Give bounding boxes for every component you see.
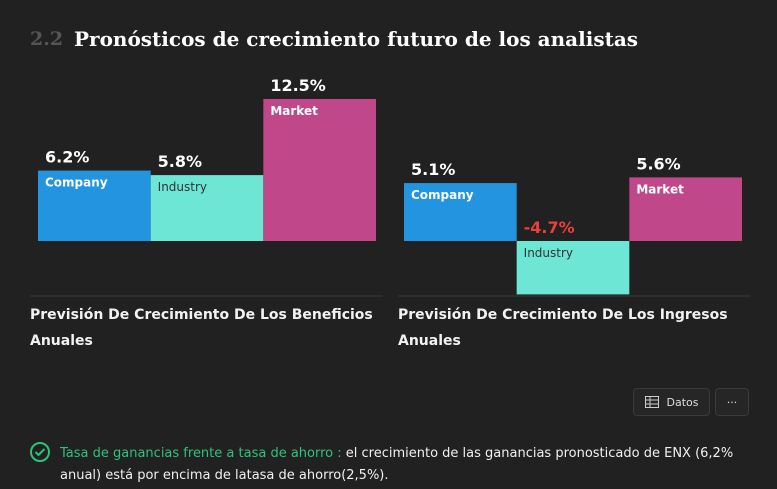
bar [404,183,517,241]
category-label: Industry [158,180,207,194]
value-label: 6.2% [45,148,89,167]
section-number: 2.2 [30,28,64,50]
category-label: Market [270,104,318,118]
check-mark [34,448,46,457]
value-label: -4.7% [524,218,575,237]
check-icon [30,442,50,462]
section-title: Pronósticos de crecimiento futuro de los… [74,27,639,51]
category-label: Company [411,188,474,202]
value-label: 5.8% [158,152,202,171]
category-label: Industry [524,246,573,260]
bar [516,241,630,295]
bar [150,175,264,241]
bar [263,99,376,241]
button-label: ··· [726,395,738,409]
data-button[interactable]: Datos [633,388,710,416]
button-label: Datos [666,395,699,409]
value-label: 5.1% [411,160,455,179]
bar [629,177,742,241]
footer-text: el crecimiento de las ganancias pronosti… [60,446,734,483]
more-button[interactable]: ··· [715,388,749,416]
category-label: Market [636,182,684,196]
value-label: 5.6% [636,154,680,173]
value-label: 12.5% [270,76,326,95]
footer: Tasa de ganancias frente a tasa de ahorr… [60,443,740,487]
table-icon [644,396,659,408]
category-label: Company [45,176,108,190]
chart-title: Previsión De Crecimiento De Los Benefici… [30,307,373,349]
bar [38,170,151,241]
chart-title: Previsión De Crecimiento De Los Ingresos… [398,307,728,349]
footer-label: Tasa de ganancias frente a tasa de ahorr… [60,446,342,461]
